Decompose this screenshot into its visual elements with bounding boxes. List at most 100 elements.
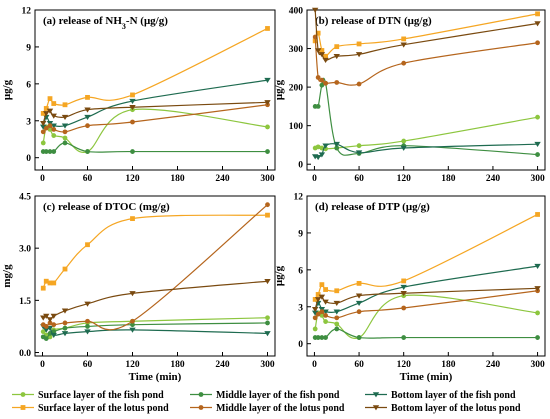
data-point	[47, 96, 53, 102]
series-1	[312, 114, 540, 152]
x-tick-label: 240	[486, 174, 501, 184]
data-point	[334, 145, 340, 151]
data-point	[314, 155, 322, 161]
data-point	[356, 280, 362, 286]
data-point	[311, 310, 319, 316]
data-point	[198, 405, 204, 410]
y-tick-label: 12	[294, 193, 304, 203]
legend-item: Surface layer of the fish pond	[12, 390, 164, 401]
legend-item: Surface layer of the lotus pond	[12, 403, 169, 414]
data-point	[20, 405, 26, 410]
series-6	[311, 286, 541, 313]
x-tick-label: 60	[354, 360, 364, 370]
series-line	[314, 116, 538, 150]
chart-panel: 0 60 120 180 240 300 0 3 6 9 12 μg/g (a) release of …	[1, 7, 276, 184]
series-5	[312, 34, 540, 87]
data-point	[264, 278, 271, 285]
series-2	[40, 320, 270, 342]
series-line	[42, 108, 268, 154]
data-point	[51, 322, 57, 328]
data-point	[312, 315, 318, 321]
data-point	[51, 126, 57, 132]
panel-title-part: (b) release of DTN (μg/g)	[315, 15, 432, 27]
data-point	[265, 202, 270, 208]
data-point	[50, 332, 57, 339]
data-point	[311, 7, 319, 13]
y-tick-label: 1.5	[19, 297, 31, 307]
y-tick-label: 400	[289, 7, 304, 17]
data-point	[323, 335, 328, 340]
data-point	[85, 149, 90, 154]
data-point	[322, 299, 329, 305]
data-point	[333, 300, 340, 306]
data-point	[315, 75, 321, 80]
data-point	[333, 141, 340, 148]
data-point	[534, 263, 541, 270]
legend-item: Middle layer of the fish pond	[190, 390, 340, 401]
data-point	[47, 126, 53, 132]
data-point	[356, 81, 362, 87]
data-point	[323, 53, 328, 59]
x-tick-label: 120	[397, 360, 412, 370]
y-tick-label: 0	[26, 154, 31, 164]
data-point	[319, 48, 325, 53]
data-point	[40, 285, 46, 291]
data-point	[319, 309, 325, 315]
x-tick-label: 240	[486, 360, 501, 370]
data-point	[312, 326, 318, 332]
data-point	[20, 392, 26, 397]
y-tick-label: 3	[26, 117, 31, 127]
data-point	[314, 297, 322, 303]
data-point	[51, 149, 57, 154]
data-point	[322, 57, 329, 64]
data-point	[265, 320, 270, 326]
data-point	[401, 305, 407, 311]
chart-panel: 0 60 120 180 240 300 0.0 1.5 3.0 4.5 mg/g Time (min…	[1, 193, 276, 383]
data-point	[311, 306, 319, 313]
data-point	[333, 54, 340, 60]
data-point	[319, 77, 325, 83]
data-point	[355, 300, 363, 306]
data-point	[356, 41, 362, 47]
data-point	[400, 42, 407, 48]
chart-panel: 0 60 120 180 240 300 0 3 6 9 12 μg/g Time (min) (d) r…	[273, 193, 546, 383]
data-point	[62, 320, 68, 326]
series-6	[40, 278, 271, 323]
data-point	[130, 216, 135, 222]
panel-title-part: -N (μg/g)	[126, 15, 168, 27]
data-point	[62, 135, 68, 141]
series-line	[42, 326, 268, 336]
series-line	[315, 328, 538, 339]
data-point	[51, 280, 57, 286]
data-point	[62, 129, 68, 135]
data-point	[334, 44, 340, 50]
data-point	[334, 321, 340, 327]
panel-title: (a) release of NH3-N (μg/g)	[43, 15, 168, 31]
series-line	[314, 9, 538, 61]
data-point	[401, 36, 407, 42]
data-point	[51, 133, 57, 138]
data-point	[356, 309, 362, 315]
data-point	[43, 324, 49, 329]
data-point	[315, 144, 321, 150]
x-tick-label: 60	[83, 174, 93, 184]
series-6	[311, 7, 541, 64]
data-point	[129, 291, 136, 297]
x-axis-label: Time (min)	[129, 371, 182, 383]
data-point	[85, 324, 90, 329]
data-point	[372, 405, 380, 411]
data-point	[323, 312, 328, 318]
data-point	[401, 138, 407, 144]
data-point	[47, 123, 53, 129]
data-point	[318, 294, 326, 300]
panel-title-part: 3	[122, 22, 126, 31]
data-point	[43, 106, 49, 111]
series-5	[40, 102, 270, 135]
x-tick-label: 300	[530, 360, 545, 370]
x-tick-label: 0	[312, 174, 317, 184]
x-tick-label: 0	[40, 360, 45, 370]
y-tick-label: 4.5	[19, 193, 31, 203]
legend-label: Bottom layer of the lotus pond	[391, 403, 521, 414]
y-tick-label: 6	[298, 266, 303, 276]
legend-item: Middle layer of the lotus pond	[190, 403, 345, 414]
